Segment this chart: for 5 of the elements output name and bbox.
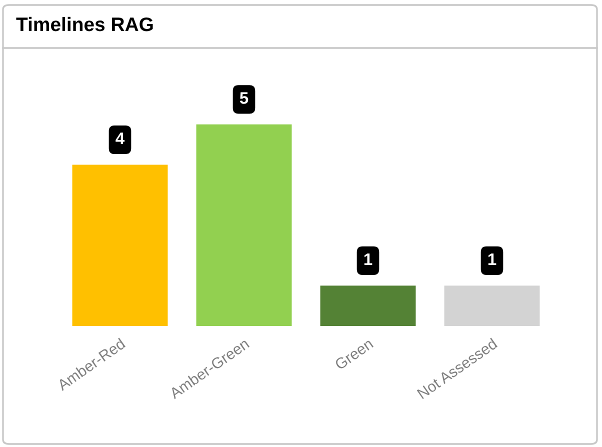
- chart-title: Timelines RAG: [16, 16, 153, 32]
- data-label: 1: [488, 254, 496, 265]
- data-label: 1: [364, 254, 372, 265]
- data-label: 5: [240, 92, 248, 104]
- data-label: 4: [116, 132, 125, 144]
